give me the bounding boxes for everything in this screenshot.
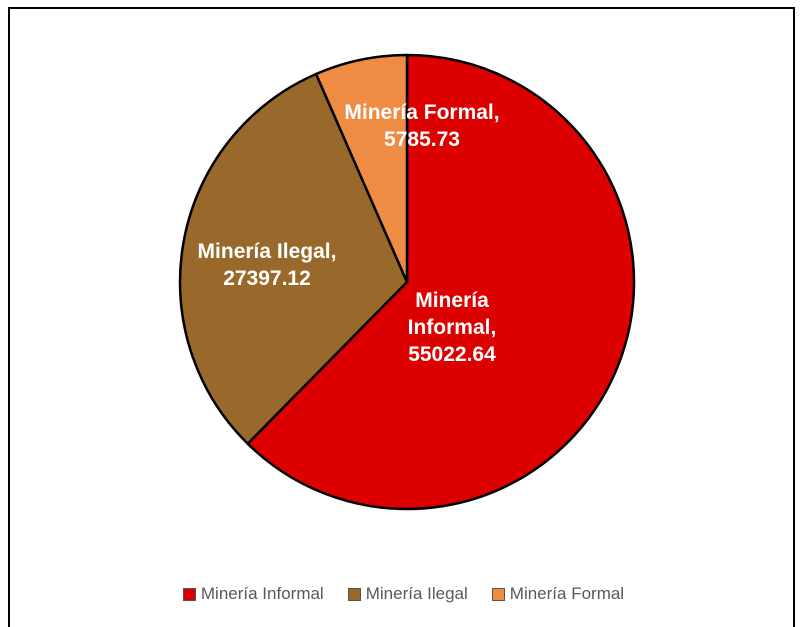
- legend: Minería Informal Minería Ilegal Minería …: [10, 584, 797, 604]
- legend-label-ilegal: Minería Ilegal: [365, 584, 468, 603]
- legend-swatch-ilegal: [347, 587, 361, 601]
- chart-area: Minería Informal, 55022.64 Minería Ilegal, 2…: [8, 7, 795, 627]
- legend-item-informal: Minería Informal: [182, 584, 324, 604]
- pie-slice-informal: [246, 53, 636, 511]
- data-label-ilegal: Minería Ilegal, 27397.12: [198, 240, 337, 290]
- legend-item-ilegal: Minería Ilegal: [347, 584, 468, 604]
- legend-label-informal: Minería Informal: [200, 584, 324, 603]
- pie-chart: Minería Informal, 55022.64 Minería Ilegal, 2…: [178, 53, 636, 511]
- data-label-informal: Minería Informal, 55022.64: [408, 289, 497, 366]
- legend-swatch-informal: [182, 587, 196, 601]
- legend-label-formal: Minería Formal: [509, 584, 625, 603]
- legend-item-formal: Minería Formal: [491, 584, 625, 604]
- pie-slice-formal: [314, 53, 409, 284]
- data-label-formal: Minería Formal, 5785.73: [344, 101, 499, 151]
- pie-slice-ilegal: [178, 72, 409, 445]
- legend-swatch-formal: [491, 587, 505, 601]
